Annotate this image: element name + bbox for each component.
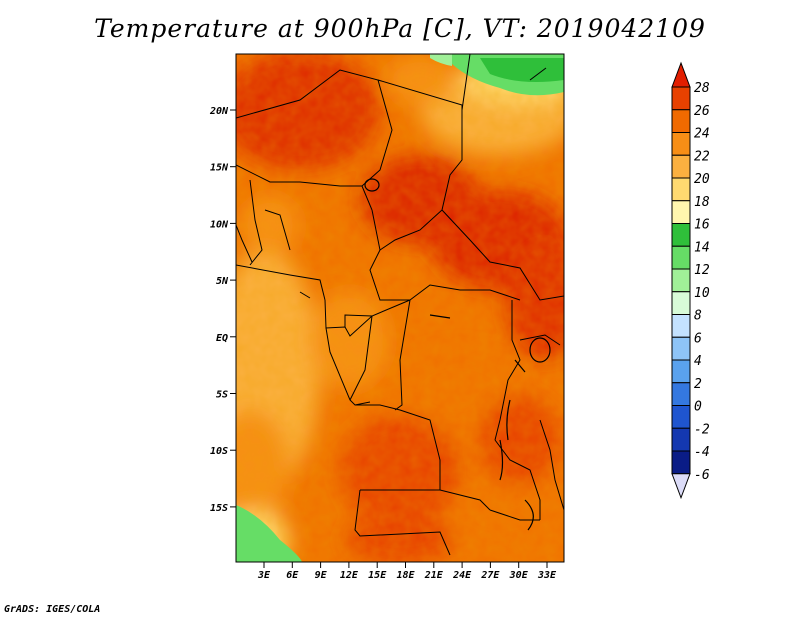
lakes bbox=[364, 178, 551, 531]
latitude-axis: 20N 15N 10N 5N EQ 5S 10S 15S bbox=[209, 106, 236, 514]
lon-label: 12E bbox=[340, 570, 359, 581]
colorbar-label: 0 bbox=[694, 400, 702, 415]
lon-label: 15E bbox=[368, 570, 387, 581]
credit-text: GrADS: IGES/COLA bbox=[4, 604, 101, 615]
lat-label: 5N bbox=[216, 276, 229, 287]
colorbar-label: 18 bbox=[694, 195, 710, 210]
longitude-axis: 3E 6E 9E 12E 15E 18E 21E 24E 27E 30E 33E bbox=[257, 562, 557, 581]
lat-label: 15S bbox=[210, 503, 228, 514]
colorbar-swatch bbox=[671, 427, 691, 452]
lon-label: 3E bbox=[257, 570, 271, 581]
colorbar-swatch bbox=[671, 450, 691, 475]
colorbar-label: -6 bbox=[694, 468, 710, 483]
lon-label: 30E bbox=[509, 570, 529, 581]
lon-label: 18E bbox=[396, 570, 415, 581]
colorbar-swatch bbox=[671, 245, 691, 270]
colorbar-swatch bbox=[671, 268, 691, 293]
colorbar-label: 10 bbox=[694, 286, 710, 301]
colorbar-swatch bbox=[671, 359, 691, 384]
coastline bbox=[236, 67, 547, 299]
colorbar-label: 14 bbox=[694, 240, 710, 255]
colorbar-label: 28 bbox=[694, 81, 710, 96]
colorbar-label: 24 bbox=[694, 127, 710, 142]
colorbar-label: 8 bbox=[694, 309, 702, 324]
map-frame bbox=[235, 53, 565, 563]
colorbar-label: 6 bbox=[694, 331, 702, 346]
colorbar-label: -4 bbox=[694, 445, 710, 460]
colorbar-swatch bbox=[671, 291, 691, 315]
colorbar-label: 4 bbox=[694, 354, 702, 369]
colorbar-swatch bbox=[671, 200, 691, 224]
colorbar-bottom-arrow bbox=[671, 473, 691, 500]
lon-label: 33E bbox=[537, 570, 557, 581]
country-borders bbox=[236, 54, 564, 556]
lat-label: 10S bbox=[210, 446, 228, 457]
colorbar-top-arrow bbox=[671, 61, 691, 88]
colorbar-label: 16 bbox=[694, 218, 710, 233]
colorbar-label: 26 bbox=[694, 104, 710, 119]
lon-label: 21E bbox=[424, 570, 444, 581]
lat-label: 5S bbox=[216, 390, 228, 401]
colorbar-swatch bbox=[671, 382, 691, 406]
colorbar-swatch bbox=[671, 86, 691, 111]
colorbar-label: 12 bbox=[694, 263, 710, 278]
colorbar-swatch bbox=[671, 132, 691, 156]
colorbar-swatch bbox=[671, 336, 691, 361]
colorbar-label: 2 bbox=[694, 377, 702, 392]
colorbar-swatch bbox=[671, 223, 691, 247]
lat-label: 15N bbox=[210, 163, 229, 174]
lon-label: 6E bbox=[286, 570, 299, 581]
temperature-field bbox=[236, 54, 564, 562]
lat-label: 10N bbox=[210, 219, 229, 230]
lon-label: 24E bbox=[452, 570, 472, 581]
colorbar-label: 22 bbox=[694, 149, 710, 164]
lon-label: 27E bbox=[480, 570, 500, 581]
map-title: Temperature at 900hPa [C], VT: 201904210… bbox=[94, 14, 706, 43]
colorbar-swatch bbox=[671, 154, 691, 179]
lon-label: 9E bbox=[315, 570, 328, 581]
colorbar-swatch bbox=[671, 109, 691, 133]
colorbar-label: 20 bbox=[694, 172, 710, 187]
colorbar-swatch bbox=[671, 314, 691, 338]
lat-label: 20N bbox=[209, 106, 229, 117]
colorbar-swatch bbox=[671, 405, 691, 429]
colorbar-label: -2 bbox=[694, 422, 710, 437]
colorbar-swatch bbox=[671, 177, 691, 202]
lat-label: EQ bbox=[216, 333, 228, 344]
